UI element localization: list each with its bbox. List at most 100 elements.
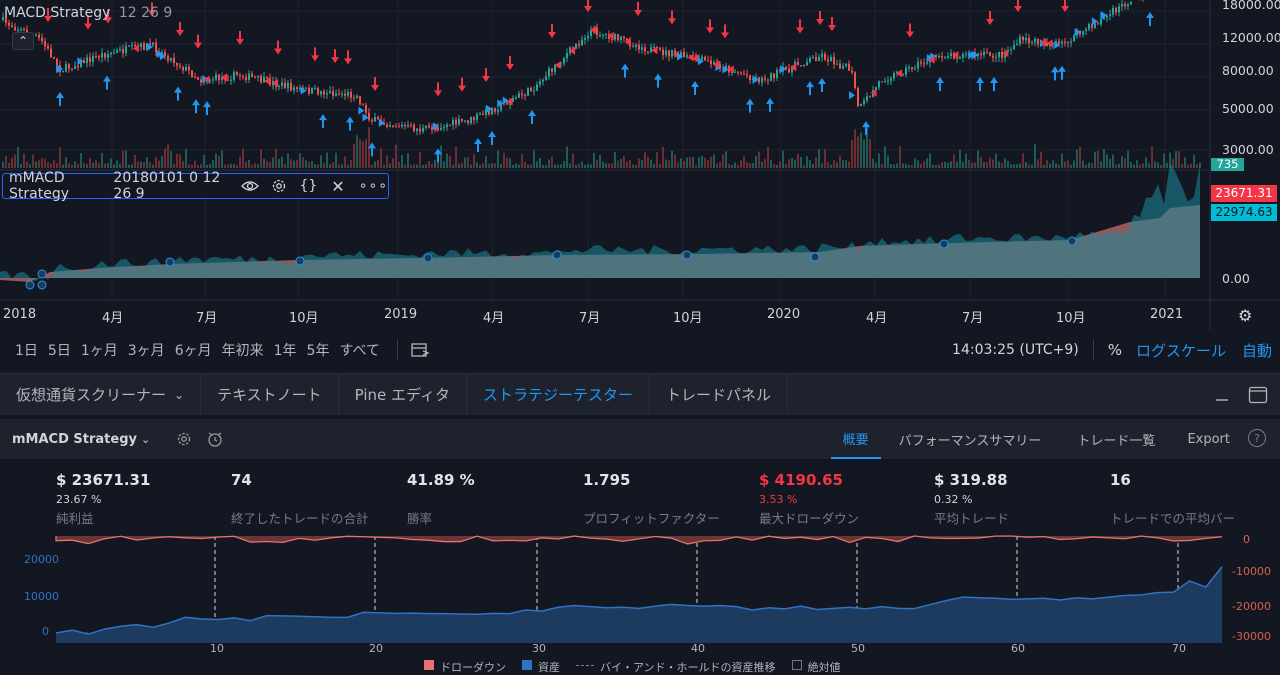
trade-dot bbox=[682, 250, 692, 260]
buy-signal-arrow bbox=[746, 98, 754, 113]
volume-bar bbox=[914, 158, 916, 168]
stat-label: 最大ドローダウン bbox=[759, 511, 860, 526]
legend-label[interactable]: ドローダウン bbox=[440, 661, 506, 674]
source-code-icon[interactable]: {} bbox=[299, 178, 318, 194]
tab-crypto-screener[interactable]: 仮想通貨スクリーナー ⌄ bbox=[0, 374, 202, 415]
equity-badge-net: 23671.31 bbox=[1211, 185, 1277, 202]
price-chart[interactable]: MACD Strategy 12 26 9 ⌃ mMACD Strategy 2… bbox=[0, 0, 1280, 330]
candle-body bbox=[263, 76, 265, 83]
volume-bar bbox=[950, 161, 952, 168]
legend-checkbox-absolute[interactable] bbox=[791, 660, 802, 670]
candle-body bbox=[35, 34, 37, 36]
range-1d-button[interactable]: 1日 bbox=[15, 343, 38, 359]
legend-label[interactable]: 資産 bbox=[538, 661, 560, 674]
candle-body bbox=[161, 51, 163, 55]
stat-value: 16 bbox=[1110, 471, 1131, 489]
volume-bar bbox=[818, 149, 820, 168]
candle-body bbox=[386, 124, 388, 128]
candle-body bbox=[218, 74, 220, 81]
price-chart-canvas[interactable] bbox=[0, 0, 1280, 330]
chevron-down-icon[interactable]: ⌄ bbox=[140, 432, 151, 446]
maximize-icon[interactable] bbox=[1248, 386, 1268, 404]
volume-bar bbox=[656, 152, 658, 168]
equity-badge-open: 22974.63 bbox=[1211, 204, 1277, 221]
candle-body bbox=[119, 49, 121, 51]
candle-body bbox=[395, 126, 397, 128]
range-1m-button[interactable]: 1ヶ月 bbox=[80, 343, 118, 359]
volume-bar bbox=[128, 164, 130, 168]
goto-date-icon[interactable] bbox=[410, 341, 430, 359]
indicator-legend[interactable]: mMACD Strategy 20180101 0 12 26 9 {} ✕ ∘… bbox=[2, 170, 389, 202]
candle-body bbox=[482, 113, 484, 115]
volume-bar bbox=[866, 124, 868, 168]
strategy-settings-icon[interactable] bbox=[176, 431, 192, 447]
close-icon[interactable]: ✕ bbox=[331, 176, 345, 196]
equity-performance-chart[interactable]: 20000 10000 0 0 -10000 -20000 -30000 10 … bbox=[0, 528, 1280, 674]
tab-label: 仮想通貨スクリーナー bbox=[16, 386, 167, 404]
volume-bar bbox=[197, 164, 199, 168]
tab-overview[interactable]: 概要 bbox=[830, 419, 881, 459]
log-scale-toggle[interactable]: ログスケール bbox=[1135, 341, 1226, 360]
tab-trading-panel[interactable]: トレードパネル bbox=[650, 374, 789, 415]
more-icon[interactable]: ∘∘∘ bbox=[358, 178, 388, 194]
tab-pine-editor[interactable]: Pine エディタ bbox=[339, 374, 467, 415]
legend-label[interactable]: 絶対値 bbox=[807, 661, 841, 674]
candle-body bbox=[560, 63, 562, 65]
volume-bar bbox=[371, 164, 373, 168]
eye-icon[interactable] bbox=[241, 179, 260, 193]
volume-bar bbox=[737, 164, 739, 168]
candle-body bbox=[659, 47, 661, 50]
tab-trade-list[interactable]: トレード一覧 bbox=[1077, 433, 1156, 449]
export-button[interactable]: Export bbox=[1187, 431, 1230, 447]
tab-strategy-tester[interactable]: ストラテジーテスター bbox=[467, 374, 650, 415]
minimize-icon[interactable] bbox=[1214, 387, 1230, 403]
trade-marker bbox=[753, 75, 760, 84]
price-axis-label: 3000.00 bbox=[1222, 142, 1274, 157]
range-5y-button[interactable]: 5年 bbox=[306, 343, 330, 359]
stat-value: $ 4190.65 bbox=[759, 471, 843, 489]
candle-body bbox=[818, 56, 820, 61]
volume-bar bbox=[1001, 162, 1003, 168]
volume-bar bbox=[1196, 164, 1198, 168]
collapse-legend-button[interactable]: ⌃ bbox=[12, 32, 34, 50]
equity-performance-canvas[interactable] bbox=[0, 528, 1280, 667]
range-3m-button[interactable]: 3ヶ月 bbox=[127, 343, 165, 359]
volume-bar bbox=[386, 155, 388, 168]
clock-time[interactable]: 14:03:25 (UTC+9) bbox=[952, 342, 1079, 358]
volume-bar bbox=[452, 164, 454, 168]
tab-performance-summary[interactable]: パフォーマンスサマリー bbox=[898, 433, 1042, 449]
help-icon[interactable]: ? bbox=[1248, 429, 1266, 447]
volume-bar bbox=[77, 163, 79, 168]
time-axis[interactable]: 2018 4月 7月 10月 2019 4月 7月 10月 2020 4月 7月… bbox=[0, 307, 1210, 327]
tab-text-notes[interactable]: テキストノート bbox=[201, 374, 339, 415]
candle-body bbox=[815, 57, 817, 61]
time-label: 4月 bbox=[483, 311, 505, 326]
chart-settings-icon[interactable]: ⚙ bbox=[1238, 306, 1253, 325]
stat-sub bbox=[583, 493, 753, 506]
legend-label[interactable]: バイ・アンド・ホールドの資産推移 bbox=[600, 661, 776, 674]
volume-bar bbox=[224, 164, 226, 168]
candle-body bbox=[413, 125, 415, 132]
volume-bar bbox=[1154, 161, 1156, 168]
range-1y-button[interactable]: 1年 bbox=[273, 343, 297, 359]
volume-bar bbox=[1175, 151, 1177, 168]
gear-icon[interactable] bbox=[271, 178, 287, 194]
range-ytd-button[interactable]: 年初来 bbox=[221, 343, 264, 359]
volume-bar bbox=[1118, 163, 1120, 168]
volume-bar bbox=[905, 163, 907, 168]
volume-bar bbox=[1139, 164, 1141, 168]
range-all-button[interactable]: すべて bbox=[339, 343, 380, 359]
volume-bar bbox=[509, 158, 511, 168]
left-axis-label: 10000 bbox=[24, 590, 59, 603]
range-6m-button[interactable]: 6ヶ月 bbox=[174, 343, 212, 359]
volume-bar bbox=[86, 164, 88, 168]
deep-backtest-icon[interactable] bbox=[206, 430, 226, 448]
candle-body bbox=[902, 74, 904, 76]
auto-scale-toggle[interactable]: 自動 bbox=[1241, 341, 1272, 360]
candle-body bbox=[602, 34, 604, 36]
strategy-selector[interactable]: mMACD Strategy bbox=[12, 431, 137, 447]
percent-toggle[interactable]: % bbox=[1107, 341, 1122, 359]
volume-bar bbox=[14, 154, 16, 168]
candle-body bbox=[188, 67, 190, 71]
range-5d-button[interactable]: 5日 bbox=[47, 343, 71, 359]
